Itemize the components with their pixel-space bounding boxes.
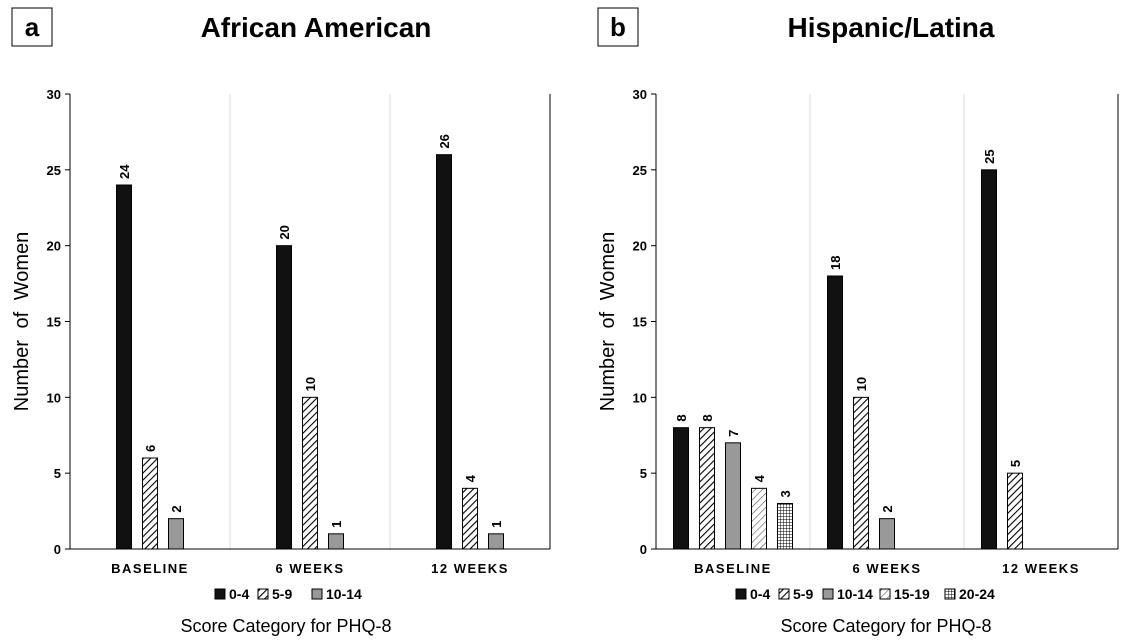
data-label: 1 [489, 521, 504, 528]
data-label: 6 [143, 445, 158, 452]
legend-swatch [214, 588, 226, 600]
legend-swatch [944, 588, 956, 600]
data-label: 8 [674, 414, 689, 421]
category-label: 12 WEEKS [431, 561, 509, 576]
category-label: BASELINE [694, 561, 772, 576]
bar-10-14 [725, 442, 741, 550]
data-label: 25 [982, 149, 997, 163]
bar-5-9 [142, 457, 158, 550]
legend-label: 0-4 [229, 586, 249, 602]
chart-title: Hispanic/Latina [788, 12, 995, 43]
y-tick-label: 20 [633, 239, 647, 254]
legend-swatch [822, 588, 834, 600]
y-tick-label: 15 [633, 315, 647, 330]
legend-label: 10-14 [326, 586, 362, 602]
bar-5-9 [462, 487, 478, 550]
panel-a: a African American 0 5 10 15 20 25 30 Number of W… [11, 7, 551, 636]
y-tick-label: 20 [47, 239, 61, 254]
legend-label: 15-19 [894, 586, 930, 602]
bar-15-19 [751, 487, 767, 550]
bar-0-4 [436, 154, 452, 550]
data-label: 5 [1008, 460, 1023, 467]
legend-swatch [735, 588, 747, 600]
panel-letter-box [597, 7, 639, 47]
panel-letter-box [11, 7, 53, 47]
bar-0-4 [981, 169, 997, 550]
bar-0-4 [827, 275, 843, 550]
panel-letter: b [610, 12, 626, 42]
bar-5-9 [302, 396, 318, 550]
data-label: 18 [828, 256, 843, 270]
category-label: BASELINE [111, 561, 189, 576]
data-label: 2 [169, 505, 184, 512]
y-axis-label: Number of Women [597, 232, 619, 411]
data-label: 2 [880, 505, 895, 512]
y-tick-label: 10 [633, 390, 647, 405]
bar-5-9 [1007, 472, 1023, 550]
panel-letter: a [25, 12, 40, 42]
bar-10-14 [168, 518, 184, 550]
bar-0-4 [116, 184, 132, 550]
category-label: 12 WEEKS [1002, 561, 1080, 576]
legend-label: 5-9 [272, 586, 292, 602]
x-axis-label: Score Category for PHQ-8 [780, 616, 991, 636]
data-label: 10 [854, 377, 869, 391]
data-label: 26 [437, 134, 452, 148]
bar-5-9 [853, 396, 869, 550]
data-label: 3 [778, 490, 793, 497]
legend-label: 0-4 [750, 586, 770, 602]
legend-label: 10-14 [837, 586, 873, 602]
y-tick-label: 5 [640, 466, 647, 481]
bar-10-14 [879, 518, 895, 550]
bar-10-14 [328, 533, 344, 550]
y-tick-label: 15 [47, 315, 61, 330]
legend-swatch [879, 588, 891, 600]
legend-label: 5-9 [793, 586, 813, 602]
y-tick-label: 30 [633, 87, 647, 102]
y-tick-label: 10 [47, 390, 61, 405]
data-label: 20 [277, 225, 292, 239]
category-label: 6 WEEKS [275, 561, 344, 576]
data-label: 1 [329, 521, 344, 528]
bar-10-14 [488, 533, 504, 550]
bar-5-9 [699, 427, 715, 550]
bar-20-24 [777, 503, 793, 550]
y-axis-label: Number of Women [11, 232, 33, 411]
data-label: 4 [463, 474, 478, 482]
y-tick-label: 0 [54, 542, 61, 557]
data-label: 7 [726, 430, 741, 437]
bar-0-4 [673, 427, 689, 550]
x-axis-label: Score Category for PHQ-8 [180, 616, 391, 636]
legend-swatch [257, 588, 269, 600]
y-tick-label: 30 [47, 87, 61, 102]
y-tick-label: 25 [633, 163, 647, 178]
chart-title: African American [201, 12, 432, 43]
legend-swatch [778, 588, 790, 600]
y-tick-label: 5 [54, 466, 61, 481]
legend-swatch [311, 588, 323, 600]
data-label: 8 [700, 414, 715, 421]
data-label: 24 [117, 164, 132, 179]
y-tick-label: 25 [47, 163, 61, 178]
legend-label: 20-24 [959, 586, 995, 602]
bar-0-4 [276, 245, 292, 550]
data-label: 10 [303, 377, 318, 391]
y-tick-label: 0 [640, 542, 647, 557]
category-label: 6 WEEKS [852, 561, 921, 576]
data-label: 4 [752, 474, 767, 482]
